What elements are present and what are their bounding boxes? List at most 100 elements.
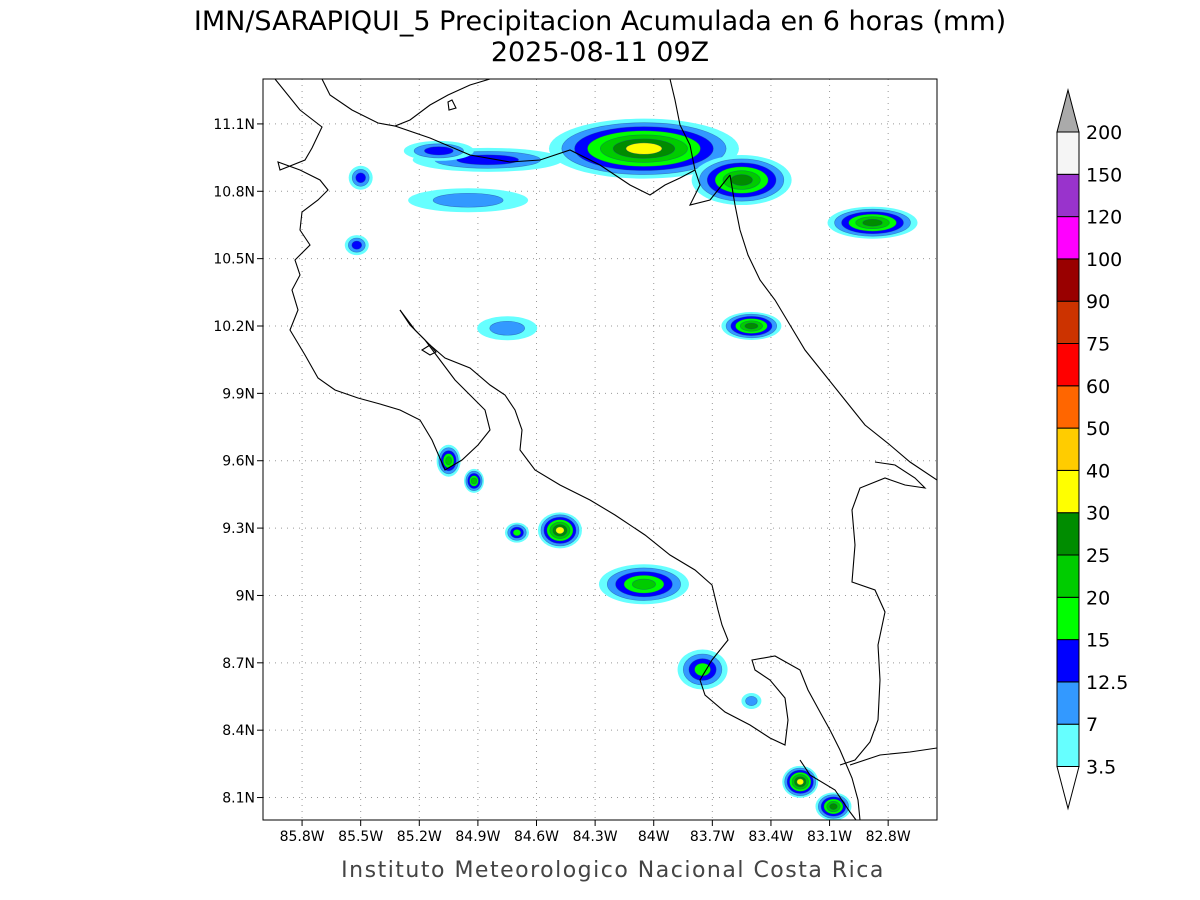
lon-tick-label: 84.6W — [514, 829, 559, 845]
lat-tick-label: 8.7N — [222, 656, 255, 672]
colorbar-label: 90 — [1086, 291, 1110, 313]
precip-contour — [489, 320, 526, 336]
precip-cell — [815, 792, 852, 820]
caribbean-coastline — [729, 174, 937, 481]
colorbar-label: 150 — [1086, 164, 1122, 186]
lon-tick-label: 83.7W — [690, 829, 735, 845]
lat-tick-label: 9.3N — [222, 521, 255, 537]
longitude-tick-labels: 85.8W 85.5W 85.2W 84.9W 84.6W 84.3W 84W 83.7W 83… — [280, 820, 911, 845]
colorbar-swatch — [1056, 512, 1080, 556]
precip-cell — [721, 312, 782, 340]
precip-cell — [504, 522, 529, 543]
colorbar-swatch — [1056, 258, 1080, 302]
colorbar-legend: 3.5 7 12.5 15 20 25 30 40 50 60 75 90 100 120 150 200 — [1056, 88, 1128, 811]
colorbar-label: 50 — [1086, 418, 1110, 440]
chiriqui-coast — [849, 747, 937, 766]
precip-cell — [477, 316, 538, 341]
colorbar-label: 7 — [1086, 714, 1098, 736]
colorbar-label: 120 — [1086, 207, 1122, 229]
colorbar-label: 30 — [1086, 503, 1110, 525]
chart-title-line1: IMN/SARAPIQUI_5 Precipitacion Acumulada … — [194, 6, 1006, 37]
colorbar-label: 12.5 — [1086, 672, 1128, 694]
precip-cell — [691, 155, 792, 206]
lon-tick-label: 85.5W — [338, 829, 383, 845]
colorbar-swatch — [1056, 300, 1080, 345]
osa-coast — [799, 759, 857, 820]
pacific-coastline-north — [274, 79, 491, 471]
lat-tick-label: 9.6N — [222, 454, 255, 470]
precip-cell — [344, 235, 369, 256]
precip-cell — [403, 140, 474, 161]
latitude-tick-labels: 11.1N 10.8N 10.5N 10.2N 9.9N 9.6N 9.3N 9N 8.7N 8.… — [213, 117, 263, 807]
precip-contour — [470, 477, 478, 485]
colorbar-swatch — [1056, 681, 1080, 725]
lon-tick-label: 85.8W — [280, 829, 325, 845]
lat-tick-label: 9.9N — [222, 386, 255, 402]
colorbar-swatch — [1056, 216, 1080, 260]
precip-cell — [463, 468, 484, 493]
precip-cell — [598, 564, 689, 605]
precip-contour — [445, 456, 453, 466]
colorbar-label: 75 — [1086, 334, 1110, 356]
precip-contour — [862, 218, 883, 227]
lat-tick-label: 9N — [236, 588, 255, 604]
colorbar-swatch — [1056, 427, 1080, 471]
colorbar-label: 40 — [1086, 460, 1110, 482]
precip-contour — [625, 142, 663, 155]
lon-tick-label: 84.9W — [455, 829, 500, 845]
precip-cell — [741, 692, 762, 709]
precip-contour — [555, 526, 565, 535]
colorbar-swatch — [1056, 554, 1080, 598]
colorbar-low-triangle — [1056, 766, 1080, 811]
credit-text: Instituto Meteorologico Nacional Costa R… — [341, 858, 885, 883]
colorbar-label: 3.5 — [1086, 757, 1116, 779]
colorbar-swatch — [1056, 385, 1080, 429]
island-lake — [447, 99, 457, 111]
lon-tick-label: 84W — [638, 829, 670, 845]
lat-tick-label: 10.2N — [213, 319, 255, 335]
colorbar-label: 25 — [1086, 545, 1110, 567]
lat-tick-label: 8.4N — [222, 723, 255, 739]
colorbar-label: 200 — [1086, 122, 1122, 144]
panama-border — [839, 461, 927, 766]
precip-contour — [694, 662, 711, 677]
colorbar-label: 20 — [1086, 587, 1110, 609]
nicaragua-border — [394, 125, 696, 196]
lon-tick-label: 83.4W — [748, 829, 793, 845]
colorbar-swatch — [1056, 343, 1080, 387]
colorbar-high-triangle — [1056, 88, 1080, 133]
precip-cell — [537, 512, 582, 549]
precip-contour — [512, 529, 522, 537]
precip-contour — [456, 154, 519, 166]
precip-contour — [432, 192, 504, 208]
colorbar-swatch — [1056, 723, 1080, 768]
map-area: 11.1N 10.8N 10.5N 10.2N 9.9N 9.6N 9.3N 9N 8.7N 8.… — [213, 78, 938, 845]
precip-contour — [745, 696, 758, 706]
precip-contour — [355, 172, 366, 184]
precip-contour — [829, 803, 838, 810]
colorbar-swatch — [1056, 131, 1080, 175]
precip-cell — [408, 188, 529, 213]
san-juan-river — [669, 79, 731, 206]
precip-contour — [730, 174, 753, 186]
precip-cell — [436, 444, 461, 477]
lon-tick-label: 84.3W — [573, 829, 618, 845]
precip-contour — [631, 578, 656, 590]
precip-cell — [782, 765, 819, 798]
lat-tick-label: 11.1N — [213, 117, 255, 133]
lon-tick-label: 83.1W — [807, 829, 852, 845]
lat-tick-label: 10.5N — [213, 252, 255, 268]
colorbar-swatch — [1056, 596, 1080, 641]
coastlines-and-borders — [274, 79, 937, 820]
lon-tick-label: 82.8W — [866, 829, 911, 845]
colorbar-label: 100 — [1086, 249, 1122, 271]
colorbar-swatch — [1056, 469, 1080, 514]
chart-title-line2: 2025-08-11 09Z — [491, 37, 709, 68]
island-nicoya — [420, 344, 437, 356]
lat-tick-label: 8.1N — [222, 791, 255, 807]
map-frame-border — [262, 78, 938, 821]
colorbar-label: 60 — [1086, 376, 1110, 398]
gulf-of-nicoya-coast — [399, 309, 861, 820]
lon-tick-label: 85.2W — [397, 829, 442, 845]
